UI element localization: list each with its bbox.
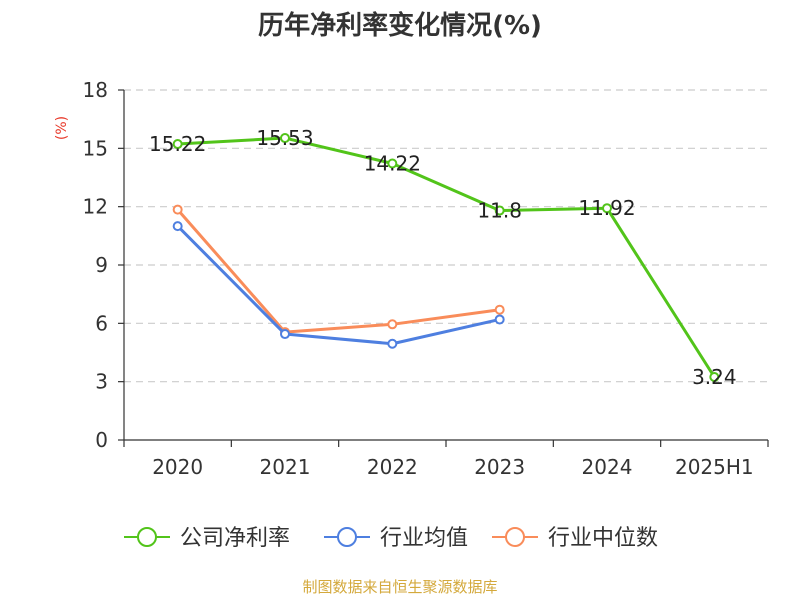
- x-tick-label: 2020: [152, 455, 203, 479]
- data-point: [387, 319, 398, 330]
- legend-item: 行业均值: [324, 526, 468, 551]
- y-tick-label: 9: [95, 253, 108, 277]
- legend-label: 行业均值: [380, 526, 468, 551]
- y-tick-label: 12: [83, 195, 108, 219]
- source-note: 制图数据来自恒生聚源数据库: [302, 578, 497, 596]
- series-line: [177, 136, 716, 378]
- data-point: [494, 205, 505, 216]
- legend-marker: [137, 527, 157, 547]
- data-label: 15.53: [256, 126, 313, 150]
- x-tick-label: 2022: [367, 455, 418, 479]
- data-point: [494, 304, 505, 315]
- data-point: [387, 158, 398, 169]
- data-point: [709, 372, 720, 382]
- chart-title: 历年净利率变化情况(%): [258, 10, 542, 41]
- legend-label: 公司净利率: [180, 526, 290, 551]
- series-lines: [172, 133, 720, 382]
- data-labels: 15.22 15.53 14.22 11.8 11.92 3.24: [149, 126, 737, 389]
- y-tick-label: 15: [83, 136, 108, 160]
- y-tick-label: 6: [95, 311, 108, 335]
- data-label: 11.92: [578, 196, 635, 220]
- y-tick-label: 0: [95, 428, 108, 452]
- data-label: 14.22: [364, 152, 421, 176]
- axes: 0 3 6 9 12 15 18 2020 2021 2022 2023 2024 2025H1: [83, 78, 769, 479]
- legend: 公司净利率 行业均值 行业中位数: [124, 526, 658, 551]
- data-point: [494, 314, 505, 325]
- data-point: [172, 221, 183, 232]
- data-point: [602, 203, 612, 214]
- y-tick-label: 18: [83, 78, 108, 102]
- data-point: [172, 204, 183, 215]
- series-line: [176, 225, 500, 346]
- grid: [124, 89, 768, 383]
- data-point: [280, 329, 290, 340]
- data-label: 3.24: [692, 365, 737, 389]
- y-tick-label: 3: [95, 370, 108, 394]
- y-axis-unit-label: (%): [54, 116, 70, 140]
- x-tick-label: 2025H1: [675, 455, 754, 479]
- series-line: [176, 208, 500, 334]
- legend-label: 行业中位数: [548, 526, 658, 551]
- x-tick-label: 2024: [582, 455, 633, 479]
- data-point: [172, 139, 183, 150]
- data-label: 15.22: [149, 132, 206, 156]
- legend-item: 行业中位数: [492, 526, 658, 551]
- legend-item: 公司净利率: [124, 526, 290, 551]
- x-tick-label: 2021: [260, 455, 311, 479]
- data-point: [387, 338, 398, 349]
- legend-marker: [505, 527, 525, 547]
- data-label: 11.8: [477, 199, 522, 223]
- legend-marker: [337, 527, 357, 547]
- data-point: [280, 133, 290, 144]
- x-tick-label: 2023: [474, 455, 525, 479]
